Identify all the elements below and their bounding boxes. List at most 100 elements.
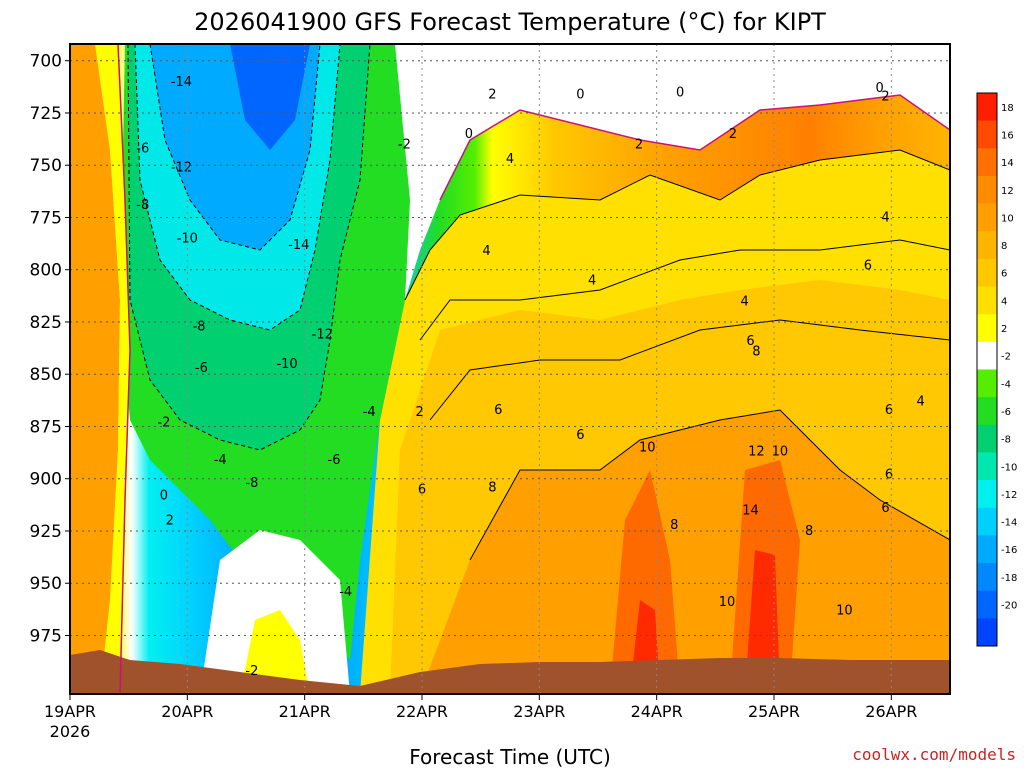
left-warm-region	[70, 44, 120, 694]
contour-label: -6	[136, 142, 149, 157]
colorbar-swatch	[977, 93, 997, 122]
x-year-label: 2026	[50, 722, 91, 741]
colorbar-label: -12	[1001, 490, 1017, 501]
colorbar-label: 4	[1001, 296, 1007, 307]
x-axis: 19APR 20APR 21APR 22APR 23APR 24APR 25APR 26APR	[44, 694, 917, 721]
contour-label: -4	[339, 585, 352, 600]
plot-frame	[69, 43, 951, 695]
contour-label: -2	[157, 415, 170, 430]
x-tick-label: 19APR	[44, 702, 96, 721]
colorbar-label: -18	[1001, 573, 1017, 584]
colorbar-swatch	[977, 618, 997, 647]
contour-label: -10	[177, 232, 198, 247]
y-tick-label: 825	[30, 313, 62, 333]
contour-label: 4	[588, 273, 596, 288]
contour-label: 8	[488, 480, 496, 495]
colorbar-swatch	[977, 258, 997, 288]
contour-label: 14	[742, 503, 759, 518]
surface-yellow-pocket	[240, 610, 310, 694]
contour-label: 6	[576, 428, 584, 443]
contour-label: 12	[748, 445, 765, 460]
contour-label: 2	[166, 514, 174, 529]
colorbar-swatch	[977, 397, 997, 426]
colorbar-swatch	[977, 231, 997, 260]
contour-label: -14	[288, 238, 309, 253]
contour-label: 10	[836, 604, 853, 619]
contour-label: 8	[752, 344, 760, 359]
contour-label: 2	[881, 89, 889, 104]
colorbar-swatch	[977, 286, 997, 315]
dashed-contours	[127, 44, 371, 451]
y-tick-label: 700	[30, 52, 62, 72]
contour-label: 6	[881, 501, 889, 516]
contour-label: -4	[214, 453, 227, 468]
contour-label: 2	[635, 138, 643, 153]
y-tick-label: 875	[30, 417, 62, 437]
contour-label: -8	[193, 319, 206, 334]
colorbar-label: -20	[1001, 601, 1017, 612]
y-tick-label: 950	[30, 574, 62, 594]
y-tick-label: 975	[30, 626, 62, 646]
x-tick-label: 26APR	[865, 702, 917, 721]
contour-label: -14	[171, 75, 192, 90]
contour-label: 4	[741, 294, 749, 309]
y-tick-label: 900	[30, 470, 62, 490]
colorbar-swatch	[977, 175, 997, 205]
contour-label: -12	[312, 328, 333, 343]
contour-label: 0	[676, 85, 684, 100]
contour-label: 2	[729, 127, 737, 142]
contour-label: 10	[719, 595, 736, 610]
contour-lines	[404, 149, 950, 561]
y-tick-label: 925	[30, 522, 62, 542]
contour-label: 0	[465, 127, 473, 142]
contour-label: 4	[506, 152, 514, 167]
colorbar-label: -6	[1001, 407, 1011, 418]
y-tick-label: 775	[30, 208, 62, 228]
contour-label: 6	[885, 468, 893, 483]
gridlines	[70, 44, 950, 694]
contour-label: 0	[576, 87, 584, 102]
colorbar-label: -14	[1001, 518, 1017, 529]
contour-label: 8	[670, 518, 678, 533]
contour-label: -6	[328, 453, 341, 468]
zero-region	[390, 44, 950, 330]
contour-label: -2	[245, 664, 258, 679]
contour-label: -2	[398, 138, 411, 153]
colorbar-label: 6	[1001, 269, 1007, 280]
terrain	[70, 650, 950, 694]
colorbar-label: 10	[1001, 213, 1014, 224]
colorbar-swatch	[977, 480, 997, 509]
colorbar-label: -16	[1001, 545, 1017, 556]
left-yellow-region	[95, 44, 130, 694]
zero-contour	[117, 44, 950, 694]
contour-label: -6	[195, 361, 208, 376]
contour-label: 4	[482, 244, 490, 259]
colorbar-label: -2	[1001, 352, 1011, 363]
colorbar-swatch	[977, 563, 997, 592]
contour-label: 0	[160, 489, 168, 504]
colorbar-label: 14	[1001, 158, 1014, 169]
colorbar-label: 8	[1001, 241, 1007, 252]
x-tick-label: 25APR	[748, 702, 800, 721]
colorbar-label: 16	[1001, 130, 1014, 141]
colorbar-label: -10	[1001, 462, 1017, 473]
colorbar-swatch	[977, 203, 997, 232]
chart-title: 2026041900 GFS Forecast Temperature (°C)…	[194, 8, 826, 36]
contour-label: 6	[494, 403, 502, 418]
y-tick-label: 800	[30, 261, 62, 281]
x-tick-label: 24APR	[631, 702, 683, 721]
contour-label: 6	[746, 334, 754, 349]
contour-label: -8	[136, 198, 149, 213]
colorbar-swatch	[977, 424, 997, 453]
contour-label: 0	[875, 81, 883, 96]
contour-label: 6	[885, 403, 893, 418]
x-tick-label: 21APR	[279, 702, 331, 721]
colorbar-label: 12	[1001, 186, 1014, 197]
cold-deep-region	[230, 44, 310, 150]
contour-label: 2	[416, 405, 424, 420]
contour-label: 10	[639, 441, 656, 456]
colorbar-label: -8	[1001, 435, 1011, 446]
warm-orange2-region	[420, 410, 950, 694]
y-tick-label: 750	[30, 156, 62, 176]
